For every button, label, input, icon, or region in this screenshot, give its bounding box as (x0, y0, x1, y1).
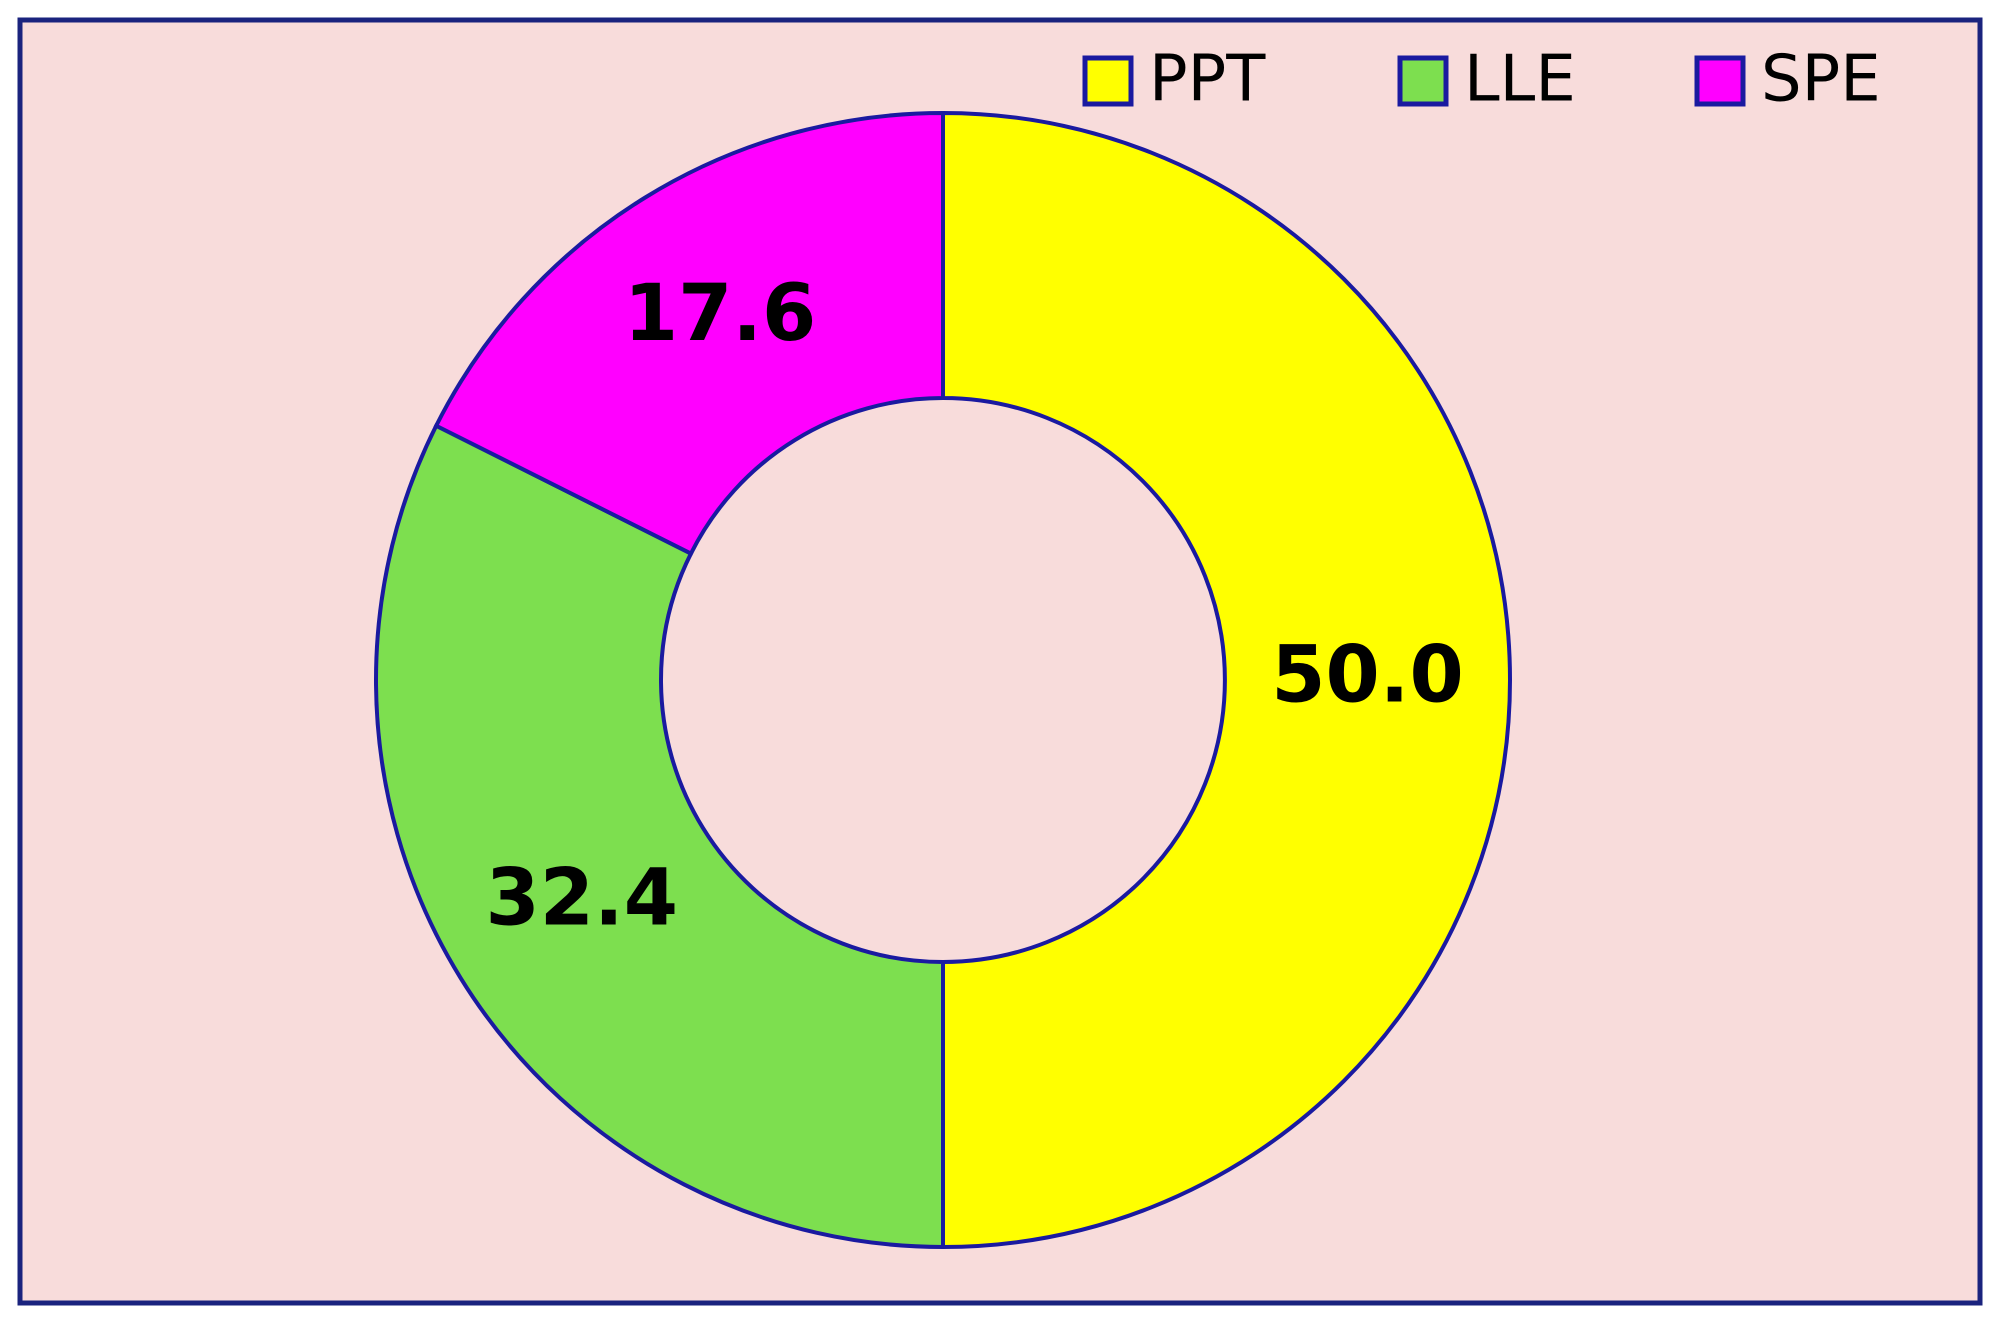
legend-label: PPT (1149, 43, 1266, 117)
data-label: 17.6 (624, 269, 816, 359)
data-label: 50.0 (1271, 630, 1463, 720)
donut-slice (941, 110, 1512, 1250)
legend-swatch (1082, 55, 1134, 107)
legend: PPT LLE SPE (1082, 43, 1881, 117)
donut: 50.0 32.4 17.6 (374, 110, 1512, 1250)
legend-label: LLE (1464, 43, 1576, 117)
legend-label: SPE (1761, 43, 1881, 117)
legend-swatch (1694, 55, 1746, 107)
data-label: 32.4 (486, 853, 678, 943)
donut-slice (374, 423, 945, 1250)
legend-swatch (1397, 55, 1449, 107)
donut-slice (433, 110, 945, 557)
